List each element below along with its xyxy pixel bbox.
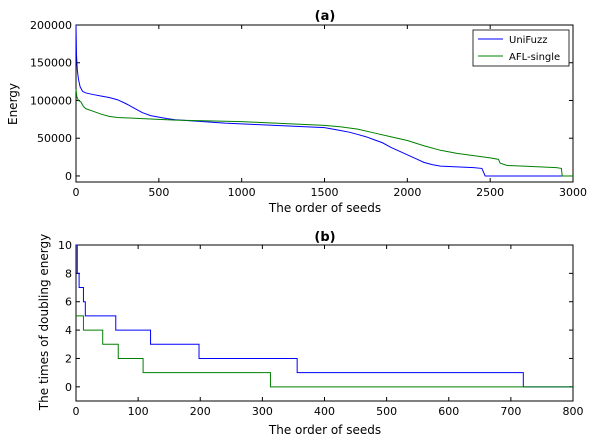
panel-b-x-label: The order of seeds xyxy=(268,423,381,437)
panel-b-series-line-afl-single xyxy=(76,315,573,388)
panel-a-x-tick-label: 3000 xyxy=(559,186,587,199)
panel-a-y-label: Energy xyxy=(6,83,20,125)
panel-a-title: (a) xyxy=(315,9,336,24)
panel-b-x-tick-label: 400 xyxy=(314,405,335,418)
panel-b-x-tick-label: 700 xyxy=(500,405,521,418)
panel-b-x-tick-label: 200 xyxy=(190,405,211,418)
panel-a-y-tick-label: 150000 xyxy=(30,57,72,70)
panel-a-y-tick-label: 0 xyxy=(65,170,72,183)
panel-b-y-ticks: 0 2 4 6 8 10 xyxy=(58,239,573,394)
legend-label-afl-single: AFL-single xyxy=(509,52,560,63)
panel-b-y-tick-label: 10 xyxy=(58,239,72,252)
panel-a-y-tick-label: 200000 xyxy=(30,19,72,32)
panel-a-y-ticks: 0 50000 100000 150000 200000 xyxy=(30,19,573,183)
legend-label-unifuzz: UniFuzz xyxy=(509,35,547,46)
panel-a: (a) 0 500 1000 1500 2000 2500 3000 0 50000 10000… xyxy=(6,9,587,215)
legend-box xyxy=(472,29,570,67)
panel-b: (b) 0 100 200 300 400 500 600 700 800 0 2 4 6 8 10 Th… xyxy=(37,230,584,437)
panel-a-legend: UniFuzz AFL-single xyxy=(472,29,570,67)
panel-b-y-tick-label: 0 xyxy=(65,381,72,394)
panel-b-y-tick-label: 2 xyxy=(65,352,72,365)
panel-a-x-tick-label: 2000 xyxy=(393,186,421,199)
panel-a-series-line-unifuzz xyxy=(75,24,573,177)
panel-b-series-line-unifuzz xyxy=(76,244,573,388)
panel-a-x-tick-label: 1000 xyxy=(228,186,256,199)
panel-a-series-line-afl-single xyxy=(75,89,573,177)
panel-a-series xyxy=(75,24,573,177)
panel-a-x-label: The order of seeds xyxy=(268,201,381,215)
panel-b-x-tick-label: 500 xyxy=(376,405,397,418)
panel-b-series xyxy=(76,244,573,388)
panel-a-x-tick-label: 1500 xyxy=(311,186,339,199)
panel-a-x-ticks: 0 500 1000 1500 2000 2500 3000 xyxy=(73,25,587,199)
panel-a-x-tick-label: 0 xyxy=(73,186,80,199)
panel-b-x-ticks: 0 100 200 300 400 500 600 700 800 xyxy=(73,245,584,418)
panel-b-x-tick-label: 100 xyxy=(128,405,149,418)
panel-b-y-tick-label: 4 xyxy=(65,324,72,337)
panel-b-x-tick-label: 300 xyxy=(252,405,273,418)
panel-b-y-label: The times of doubling energy xyxy=(37,234,51,411)
panel-b-x-tick-label: 600 xyxy=(438,405,459,418)
panel-b-x-tick-label: 800 xyxy=(563,405,584,418)
panel-b-title: (b) xyxy=(314,230,335,245)
panel-b-y-tick-label: 8 xyxy=(65,267,72,280)
panel-b-y-tick-label: 6 xyxy=(65,296,72,309)
panel-a-y-tick-label: 100000 xyxy=(30,94,72,107)
panel-a-x-tick-label: 2500 xyxy=(476,186,504,199)
panel-b-frame xyxy=(75,244,574,402)
panel-a-x-tick-label: 500 xyxy=(148,186,169,199)
panel-a-y-tick-label: 50000 xyxy=(37,132,72,145)
panel-b-x-tick-label: 0 xyxy=(73,405,80,418)
